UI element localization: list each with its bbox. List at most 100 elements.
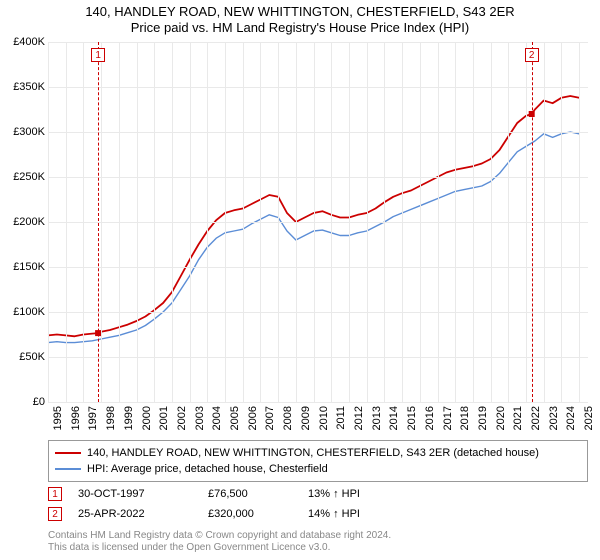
gridline-v (225, 42, 226, 402)
sale-date-2: 25-APR-2022 (78, 508, 208, 520)
sale-marker-box: 2 (525, 48, 539, 62)
legend-label-property: 140, HANDLEY ROAD, NEW WHITTINGTON, CHES… (87, 447, 539, 459)
gridline-v (137, 42, 138, 402)
y-axis-label: £100K (13, 306, 45, 318)
gridline-v (384, 42, 385, 402)
x-axis-label: 2012 (353, 406, 365, 430)
gridline-h (48, 267, 588, 268)
gridline-v (331, 42, 332, 402)
x-axis-label: 2003 (194, 406, 206, 430)
legend-row-hpi: HPI: Average price, detached house, Ches… (55, 461, 581, 477)
gridline-h (48, 132, 588, 133)
gridline-v (83, 42, 84, 402)
y-axis-label: £50K (19, 351, 45, 363)
footer-attribution: Contains HM Land Registry data © Crown c… (48, 530, 588, 554)
sales-block: 1 30-OCT-1997 £76,500 13% ↑ HPI 2 25-APR… (48, 484, 588, 524)
x-axis-label: 2011 (335, 406, 347, 430)
x-axis-label: 2023 (548, 406, 560, 430)
sale-price-2: £320,000 (208, 508, 308, 520)
x-axis-label: 2009 (300, 406, 312, 430)
gridline-v (260, 42, 261, 402)
gridline-h (48, 42, 588, 43)
gridline-v (367, 42, 368, 402)
footer-line-1: Contains HM Land Registry data © Crown c… (48, 530, 588, 542)
sale-date-1: 30-OCT-1997 (78, 488, 208, 500)
x-axis-label: 2001 (158, 406, 170, 430)
sale-diff-1: 13% ↑ HPI (308, 488, 360, 500)
sale-marker-box: 1 (91, 48, 105, 62)
y-axis-label: £250K (13, 171, 45, 183)
gridline-v (349, 42, 350, 402)
legend-swatch-property (55, 452, 81, 454)
x-axis-label: 2007 (264, 406, 276, 430)
y-axis-label: £300K (13, 126, 45, 138)
y-axis-label: £150K (13, 261, 45, 273)
x-axis-label: 1998 (105, 406, 117, 430)
gridline-v (172, 42, 173, 402)
title-subtitle: Price paid vs. HM Land Registry's House … (0, 20, 600, 36)
legend-box: 140, HANDLEY ROAD, NEW WHITTINGTON, CHES… (48, 440, 588, 482)
x-axis-label: 1997 (87, 406, 99, 430)
gridline-v (190, 42, 191, 402)
x-axis-label: 2004 (211, 406, 223, 430)
gridline-v (579, 42, 580, 402)
footer-line-2: This data is licensed under the Open Gov… (48, 542, 588, 554)
gridline-h (48, 312, 588, 313)
y-axis-label: £0 (33, 396, 45, 408)
gridline-h (48, 177, 588, 178)
x-axis-label: 2010 (318, 406, 330, 430)
gridline-v (119, 42, 120, 402)
gridline-v (314, 42, 315, 402)
y-axis-label: £350K (13, 81, 45, 93)
gridline-v (438, 42, 439, 402)
gridline-v (526, 42, 527, 402)
x-axis-label: 2005 (229, 406, 241, 430)
sale-price-1: £76,500 (208, 488, 308, 500)
x-axis-label: 2017 (442, 406, 454, 430)
gridline-v (561, 42, 562, 402)
gridline-h (48, 87, 588, 88)
title-address: 140, HANDLEY ROAD, NEW WHITTINGTON, CHES… (0, 4, 600, 20)
sale-marker-2: 2 (48, 507, 62, 521)
x-axis-label: 1995 (52, 406, 64, 430)
gridline-v (402, 42, 403, 402)
gridline-v (243, 42, 244, 402)
gridline-v (66, 42, 67, 402)
x-axis-label: 2014 (388, 406, 400, 430)
gridline-h (48, 402, 588, 403)
x-axis-label: 2018 (459, 406, 471, 430)
x-axis-label: 2016 (424, 406, 436, 430)
legend-swatch-hpi (55, 468, 81, 470)
x-axis-label: 2025 (583, 406, 595, 430)
gridline-v (207, 42, 208, 402)
x-axis-label: 2015 (406, 406, 418, 430)
sale-diff-2: 14% ↑ HPI (308, 508, 360, 520)
x-axis-label: 2013 (371, 406, 383, 430)
x-axis-label: 2000 (141, 406, 153, 430)
x-axis-label: 2021 (512, 406, 524, 430)
legend-row-property: 140, HANDLEY ROAD, NEW WHITTINGTON, CHES… (55, 445, 581, 461)
x-axis-label: 1996 (70, 406, 82, 430)
sale-row-1: 1 30-OCT-1997 £76,500 13% ↑ HPI (48, 484, 588, 504)
y-axis-label: £400K (13, 36, 45, 48)
gridline-v (473, 42, 474, 402)
x-axis-label: 1999 (123, 406, 135, 430)
x-axis-label: 2024 (565, 406, 577, 430)
gridline-v (491, 42, 492, 402)
sale-vline (532, 42, 533, 402)
gridline-v (278, 42, 279, 402)
gridline-v (544, 42, 545, 402)
x-axis-label: 2019 (477, 406, 489, 430)
gridline-v (508, 42, 509, 402)
gridline-v (101, 42, 102, 402)
x-axis-label: 2022 (530, 406, 542, 430)
y-axis-label: £200K (13, 216, 45, 228)
x-axis-label: 2006 (247, 406, 259, 430)
sale-marker-1: 1 (48, 487, 62, 501)
gridline-h (48, 357, 588, 358)
gridline-v (154, 42, 155, 402)
gridline-v (296, 42, 297, 402)
x-axis-label: 2020 (495, 406, 507, 430)
x-axis-label: 2002 (176, 406, 188, 430)
x-axis-label: 2008 (282, 406, 294, 430)
